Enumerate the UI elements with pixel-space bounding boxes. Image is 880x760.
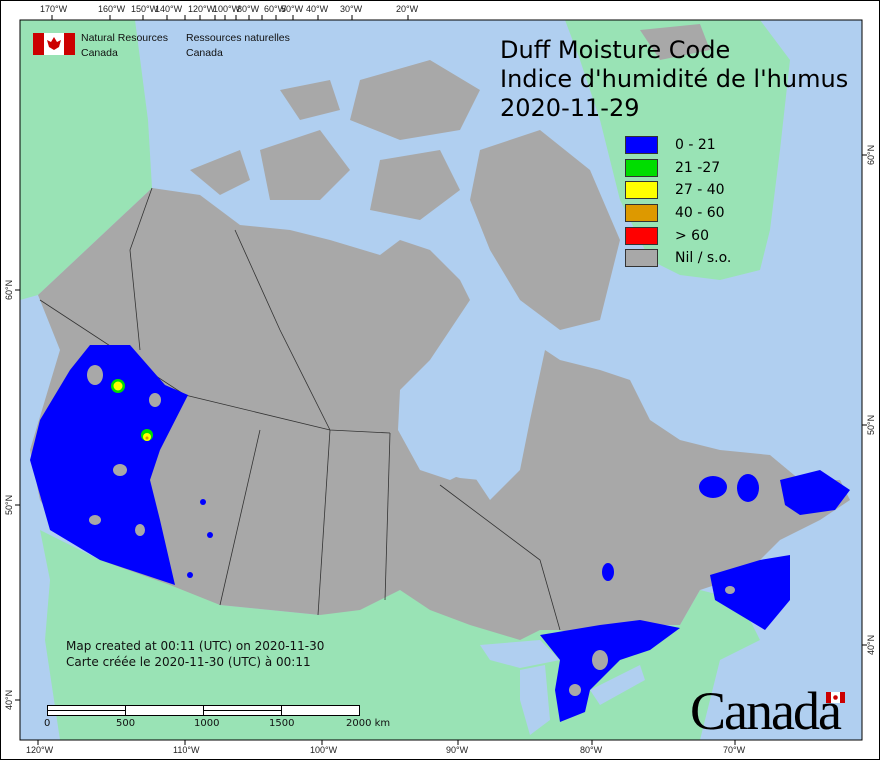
scale-bar bbox=[47, 705, 360, 716]
scale-label: 1500 bbox=[269, 718, 295, 729]
bottom-axis-label: 120°W bbox=[26, 745, 54, 755]
legend-swatch bbox=[625, 181, 658, 200]
legend-swatch bbox=[625, 249, 658, 268]
top-axis-label: 160°W bbox=[98, 4, 126, 14]
graticule-ticks bbox=[15, 15, 867, 745]
bottom-axis-label: 70°W bbox=[723, 745, 746, 755]
top-axis-label: 50°W bbox=[281, 4, 304, 14]
org-en-line2: Canada bbox=[81, 47, 118, 59]
title-en: Duff Moisture Code bbox=[500, 36, 731, 64]
legend-item: 0 - 21 bbox=[625, 134, 731, 157]
created-en: Map created at 00:11 (UTC) on 2020-11-30 bbox=[66, 639, 325, 653]
canada-wordmark: Canada bbox=[690, 681, 842, 741]
created-fr: Carte créée le 2020-11-30 (UTC) à 00:11 bbox=[66, 655, 311, 669]
creation-note: Map created at 00:11 (UTC) on 2020-11-30… bbox=[66, 638, 324, 670]
legend-item: 21 -27 bbox=[625, 157, 731, 180]
great-lakes bbox=[480, 640, 645, 735]
top-axis-label: 100°W bbox=[213, 4, 241, 14]
legend-swatch bbox=[625, 136, 658, 155]
org-name-en: Natural Resources Canada bbox=[81, 31, 168, 61]
top-axis-label: 30°W bbox=[340, 4, 363, 14]
arctic-islands bbox=[190, 24, 710, 330]
legend-label: 0 - 21 bbox=[675, 137, 716, 154]
title-fr: Indice d'humidité de l'humus bbox=[500, 65, 849, 93]
greenland-land bbox=[565, 20, 790, 280]
legend-label: 27 - 40 bbox=[675, 182, 725, 199]
org-name-fr: Ressources naturelles Canada bbox=[186, 31, 290, 61]
top-axis-label: 120°W bbox=[188, 4, 216, 14]
legend-item: 27 - 40 bbox=[625, 179, 731, 202]
legend-swatch bbox=[625, 158, 658, 177]
top-axis-label: 150°W bbox=[131, 4, 159, 14]
legend-item: 40 - 60 bbox=[625, 202, 731, 225]
legend-label: 40 - 60 bbox=[675, 205, 725, 222]
top-axis-label: 140°W bbox=[155, 4, 183, 14]
map-border bbox=[19, 19, 863, 741]
wordmark-flag-icon bbox=[826, 692, 845, 703]
legend-swatch bbox=[625, 226, 658, 245]
bottom-axis-label: 110°W bbox=[173, 745, 200, 755]
canada-flag-icon bbox=[33, 33, 75, 55]
bottom-axis-label: 80°W bbox=[580, 745, 603, 755]
dmc-hotspots bbox=[111, 379, 153, 441]
no-data-patches bbox=[87, 365, 735, 696]
legend-swatch bbox=[625, 204, 658, 223]
legend-label: > 60 bbox=[675, 227, 709, 244]
org-fr-line1: Ressources naturelles bbox=[186, 32, 290, 44]
legend-item: Nil / s.o. bbox=[625, 247, 731, 270]
bottom-axis-label: 90°W bbox=[446, 745, 469, 755]
dmc-0-21-regions bbox=[30, 345, 850, 722]
org-fr-line2: Canada bbox=[186, 47, 223, 59]
legend: 0 - 21 21 -27 27 - 40 40 - 60 > 60 Nil / s.o. bbox=[625, 134, 731, 270]
legend-label: 21 -27 bbox=[675, 159, 721, 176]
top-axis-label: 80°W bbox=[237, 4, 260, 14]
scale-label: 500 bbox=[116, 718, 136, 729]
scale-label: 1000 bbox=[194, 718, 220, 729]
top-axis-label: 60°W bbox=[264, 4, 287, 14]
scale-label: 0 bbox=[44, 718, 51, 729]
alaska-land bbox=[20, 20, 152, 300]
legend-item: > 60 bbox=[625, 224, 731, 247]
bottom-axis-label: 100°W bbox=[310, 745, 338, 755]
legend-label: Nil / s.o. bbox=[675, 250, 732, 267]
map-title: Duff Moisture Code Indice d'humidité de … bbox=[500, 36, 848, 123]
org-en-line1: Natural Resources bbox=[81, 32, 168, 44]
map-date: 2020-11-29 bbox=[500, 94, 640, 122]
top-axis-label: 40°W bbox=[306, 4, 329, 14]
scale-label: 2000 km bbox=[346, 718, 391, 729]
hudson-bay bbox=[400, 375, 500, 480]
top-axis-label: 20°W bbox=[396, 4, 419, 14]
top-axis-label: 170°W bbox=[40, 4, 68, 14]
canada-land bbox=[30, 188, 850, 640]
